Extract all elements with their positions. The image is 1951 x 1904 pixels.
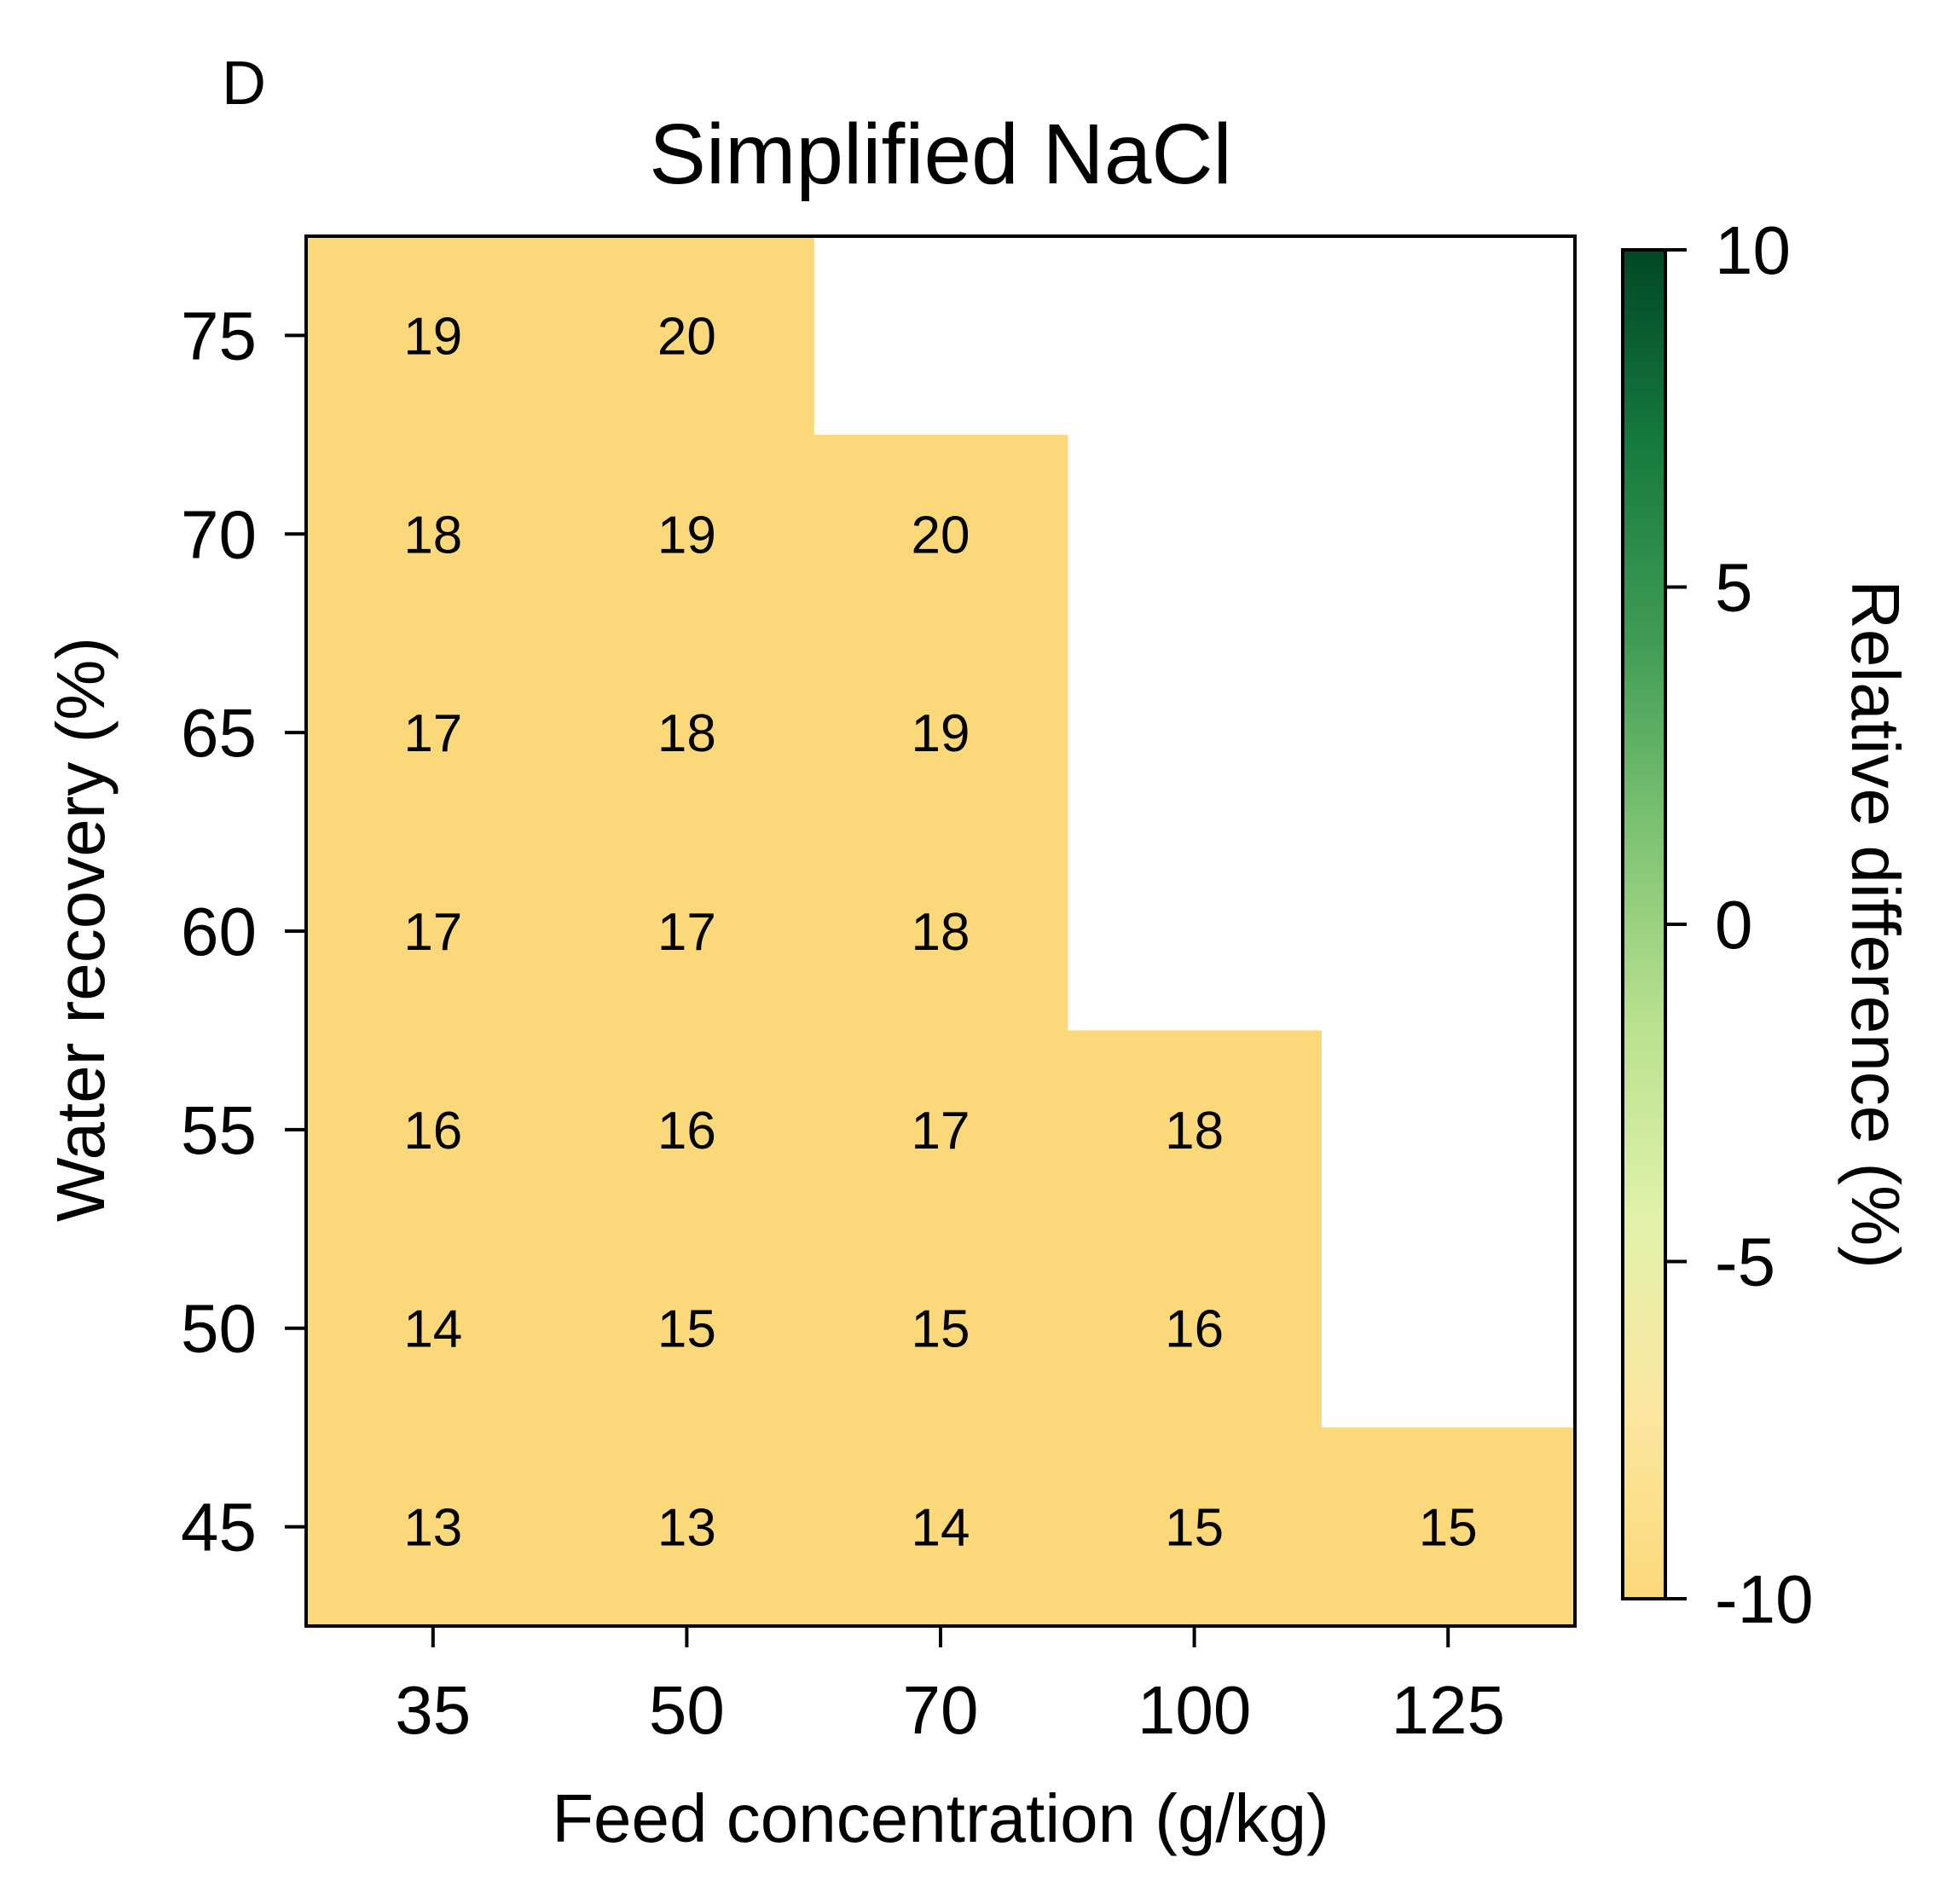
heatmap-cell: [1067, 1427, 1322, 1627]
heatmap-cell: [559, 236, 814, 436]
heatmap-cell: [559, 1030, 814, 1230]
cell-value-label: 18: [912, 903, 970, 962]
x-tick-label: 125: [1391, 1672, 1504, 1748]
heatmap-cell: [1067, 1030, 1322, 1230]
heatmap-cell: [813, 633, 1068, 833]
heatmap-cells: [306, 236, 1576, 1627]
heatmap-cell: [306, 1229, 561, 1428]
heatmap-cell: [306, 236, 561, 436]
colorbar-tick-label: 10: [1715, 212, 1791, 288]
cell-value-label: 15: [1419, 1499, 1478, 1558]
colorbar-label: Relative difference (%): [1838, 580, 1913, 1269]
heatmap-cell: [813, 1427, 1068, 1627]
colorbar: 10 5 0 -5 -10: [1621, 212, 1814, 1637]
x-tick-label: 70: [903, 1672, 979, 1748]
y-tick-label: 60: [181, 894, 257, 969]
heatmap-cell: [813, 831, 1068, 1032]
cell-value-label: 18: [657, 704, 716, 763]
y-tick-label: 50: [181, 1291, 257, 1367]
heatmap-cell: [306, 1030, 561, 1230]
heatmap-cell: [559, 831, 814, 1032]
cell-value-label: 17: [657, 903, 716, 962]
cell-value-label: 17: [403, 704, 462, 763]
heatmap-cell: [306, 434, 561, 634]
heatmap-cell: [1067, 1229, 1322, 1428]
y-tick-label: 75: [181, 298, 257, 373]
heatmap-cell: [306, 831, 561, 1032]
heatmap-cell: [559, 1427, 814, 1627]
cell-value-label: 20: [657, 307, 716, 366]
colorbar-tick-label: -5: [1715, 1224, 1775, 1300]
x-axis: 35 50 70 100 125: [395, 1626, 1505, 1748]
y-tick-label: 70: [181, 496, 257, 572]
cell-value-label: 16: [657, 1102, 716, 1160]
y-axis-label: Water recovery (%): [43, 637, 119, 1222]
colorbar-ticks: 10 5 0 -5 -10: [1665, 212, 1814, 1637]
cell-value-label: 19: [657, 506, 716, 564]
y-tick-label: 55: [181, 1092, 257, 1168]
colorbar-tick-label: 5: [1715, 550, 1753, 626]
cell-value-labels: 19 20 18 19 20 17 18 19 17 17 18 16 16 17 18 14 15 15 16 13…: [403, 307, 1477, 1557]
x-tick-label: 100: [1138, 1672, 1251, 1748]
cell-value-label: 14: [912, 1499, 970, 1558]
cell-value-label: 13: [403, 1499, 462, 1558]
colorbar-tick-label: 0: [1715, 887, 1753, 963]
cell-value-label: 16: [403, 1102, 462, 1160]
cell-value-label: 17: [403, 903, 462, 962]
cell-value-label: 20: [912, 506, 970, 564]
heatmap-cell: [559, 434, 814, 634]
y-tick-label: 65: [181, 695, 257, 771]
heatmap-cell: [306, 633, 561, 833]
cell-value-label: 16: [1165, 1300, 1224, 1359]
cell-value-label: 19: [403, 307, 462, 366]
cell-value-label: 14: [403, 1300, 462, 1359]
cell-value-label: 15: [912, 1300, 970, 1359]
cell-value-label: 18: [1165, 1102, 1224, 1160]
x-tick-label: 50: [649, 1672, 725, 1748]
x-axis-label: Feed concentration (g/kg): [552, 1780, 1329, 1856]
heatmap-cell: [306, 1427, 561, 1627]
heatmap-cell: [813, 1030, 1068, 1230]
cell-value-label: 15: [657, 1300, 716, 1359]
heatmap-cell: [813, 1229, 1068, 1428]
heatmap-cell: [1321, 1427, 1576, 1627]
cell-value-label: 17: [912, 1102, 970, 1160]
cell-value-label: 15: [1165, 1499, 1224, 1558]
cell-value-label: 13: [657, 1499, 716, 1558]
x-tick-label: 35: [395, 1672, 471, 1748]
panel-label: D: [222, 49, 266, 118]
y-axis: 75 70 65 60 55 50 45: [181, 298, 306, 1565]
colorbar-tick-label: -10: [1715, 1561, 1814, 1637]
heatmap-cell: [559, 633, 814, 833]
heatmap-cell: [559, 1229, 814, 1428]
cell-value-label: 19: [912, 704, 970, 763]
cell-value-label: 18: [403, 506, 462, 564]
y-tick-label: 45: [181, 1490, 257, 1565]
heatmap-cell: [813, 434, 1068, 634]
colorbar-gradient: [1623, 250, 1665, 1599]
chart-title: Simplified NaCl: [649, 107, 1232, 202]
